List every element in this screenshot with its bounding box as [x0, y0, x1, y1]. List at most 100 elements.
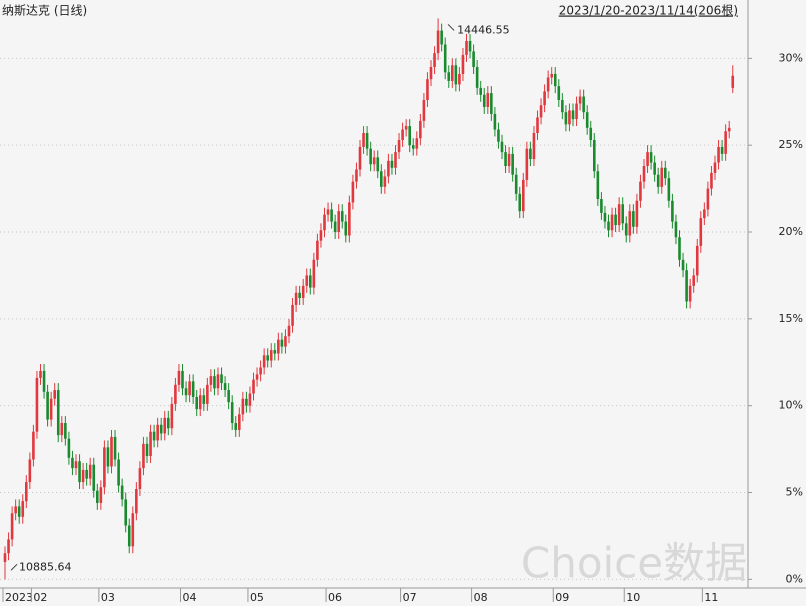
- y-tick-label: 25%: [779, 138, 803, 151]
- candle-body: [486, 93, 490, 107]
- candle-body: [156, 424, 159, 441]
- candle-body: [603, 212, 607, 222]
- candle-body: [142, 443, 145, 469]
- candle-body: [135, 489, 138, 514]
- candle-body: [39, 370, 42, 378]
- candle-body: [642, 166, 646, 182]
- candle-body: [557, 86, 561, 101]
- candle-body: [436, 30, 440, 54]
- candle-body: [71, 457, 74, 469]
- y-tick-label: 15%: [779, 312, 803, 325]
- watermark: Choice数据: [521, 539, 747, 588]
- candle-body: [610, 214, 614, 231]
- candle-body: [461, 54, 465, 74]
- candle-body: [653, 162, 656, 175]
- candle-body: [614, 214, 617, 226]
- candle-body: [35, 377, 39, 432]
- candle-body: [706, 188, 710, 210]
- candle-body: [671, 200, 674, 222]
- candle-body: [269, 350, 273, 361]
- candle-body: [348, 202, 351, 236]
- candle-body: [195, 396, 198, 410]
- candle-body: [191, 381, 195, 397]
- candle-body: [426, 79, 429, 101]
- candle-body: [632, 211, 635, 227]
- candle-body: [163, 417, 167, 434]
- candle-body: [454, 65, 458, 85]
- candle-body: [624, 223, 628, 236]
- candle-body: [621, 204, 624, 224]
- candle-body: [607, 221, 610, 231]
- candle-body: [692, 275, 695, 286]
- candle-body: [465, 40, 468, 55]
- candle-body: [532, 133, 536, 160]
- candle-body: [216, 374, 220, 389]
- candle-body: [46, 391, 49, 420]
- candle-body: [266, 355, 269, 361]
- candle-body: [529, 148, 532, 160]
- candle-body: [198, 395, 202, 410]
- candle-body: [294, 292, 298, 305]
- candle-body: [74, 461, 78, 469]
- candle-body: [42, 370, 46, 392]
- candle-body: [600, 199, 603, 213]
- candle-body: [323, 214, 326, 231]
- candle-body: [159, 424, 163, 434]
- candle-body: [543, 91, 546, 106]
- candle-body: [539, 105, 543, 118]
- candle-body: [681, 259, 685, 271]
- candle-body: [301, 285, 305, 298]
- candle-body: [475, 67, 479, 88]
- candle-body: [17, 506, 21, 517]
- candle-body: [234, 423, 238, 430]
- max-label: 14446.55: [457, 23, 510, 36]
- candle-body: [103, 447, 106, 488]
- candle-body: [656, 174, 660, 187]
- candle-body: [490, 93, 493, 114]
- candle-body: [238, 414, 241, 430]
- candle-body: [568, 110, 571, 125]
- candle-body: [351, 181, 355, 203]
- candle-body: [688, 285, 692, 302]
- candle-body: [507, 153, 511, 167]
- y-tick-label: 10%: [779, 399, 803, 412]
- candle-body: [429, 67, 433, 80]
- candle-body: [330, 209, 333, 222]
- candle-body: [120, 485, 124, 500]
- candle-body: [504, 152, 507, 167]
- candle-body: [106, 447, 110, 467]
- candle-body: [174, 384, 177, 404]
- candle-body: [369, 148, 372, 165]
- x-tick-label: 04: [183, 591, 197, 604]
- y-tick-label: 30%: [779, 51, 803, 64]
- candle-body: [117, 459, 120, 486]
- candle-body: [472, 51, 475, 68]
- candle-body: [493, 113, 497, 130]
- candle-body: [230, 402, 234, 424]
- candle-body: [340, 211, 344, 222]
- candle-body: [206, 384, 209, 404]
- candle-body: [401, 129, 404, 140]
- candle-body: [309, 275, 312, 288]
- candle-body: [578, 96, 582, 104]
- candle-body: [376, 157, 380, 172]
- x-tick-label: 07: [403, 591, 417, 604]
- candle-body: [564, 112, 568, 125]
- candle-body: [64, 423, 67, 439]
- candle-body: [695, 245, 699, 276]
- candle-body: [731, 75, 735, 88]
- candle-body: [582, 96, 585, 113]
- candle-body: [49, 398, 53, 420]
- candle-body: [110, 436, 113, 467]
- candle-body: [280, 339, 284, 347]
- candle-body: [422, 100, 426, 121]
- candle-body: [60, 423, 64, 436]
- candle-body: [550, 73, 553, 78]
- chart-title: 纳斯达克 (日线): [2, 4, 87, 18]
- candle-body: [575, 103, 578, 120]
- candle-body: [167, 417, 170, 429]
- candle-body: [14, 506, 17, 514]
- candle-body: [131, 513, 135, 547]
